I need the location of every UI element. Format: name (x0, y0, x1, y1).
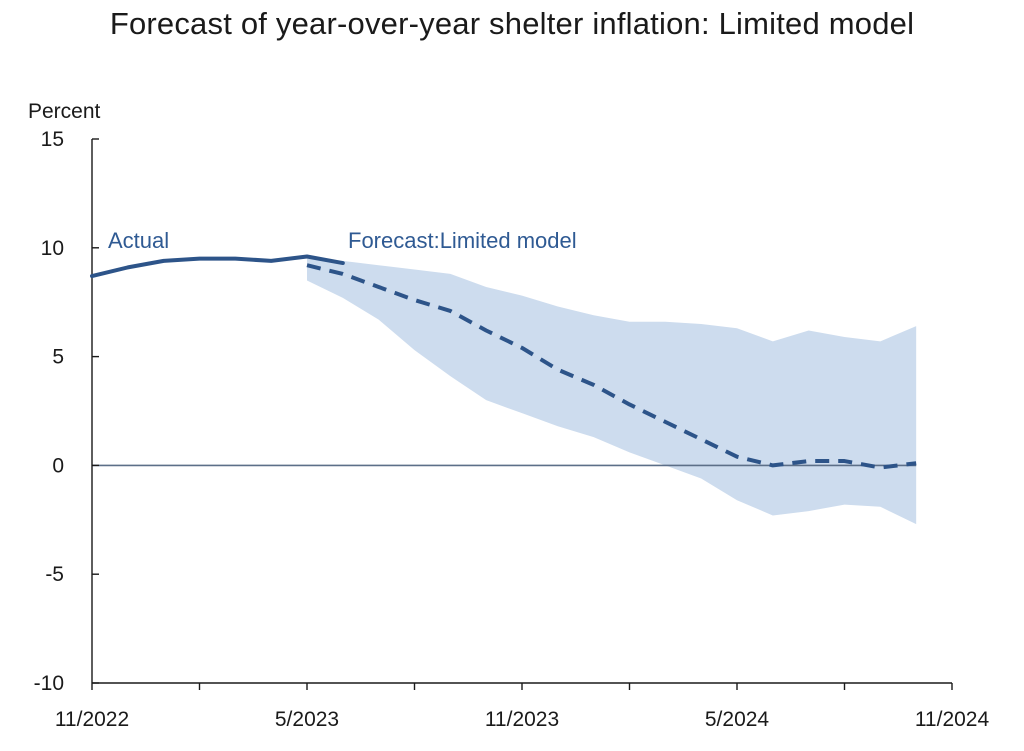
x-tick-label: 11/2023 (485, 708, 559, 731)
y-tick-label: 5 (52, 346, 64, 369)
x-tick-label: 5/2024 (705, 708, 770, 731)
x-tick-label: 5/2023 (275, 708, 339, 731)
actual-series-label: Actual (108, 228, 169, 253)
y-tick-label: 0 (52, 454, 64, 477)
actual-series-line (90, 254, 345, 279)
forecast-series-label: Forecast:Limited model (348, 228, 577, 253)
y-tick-label: -10 (34, 672, 64, 695)
y-tick-label: 10 (41, 237, 64, 260)
y-tick-label: 15 (41, 128, 64, 151)
y-tick-label: -5 (45, 563, 64, 586)
y-axis-label: Percent (28, 100, 101, 123)
forecast-series-line (306, 263, 917, 470)
x-tick-label: 11/2022 (55, 708, 129, 731)
x-tick-label: 11/2024 (915, 708, 990, 731)
forecast-uncertainty-band (307, 258, 917, 525)
chart-title: Forecast of year-over-year shelter infla… (109, 6, 915, 41)
